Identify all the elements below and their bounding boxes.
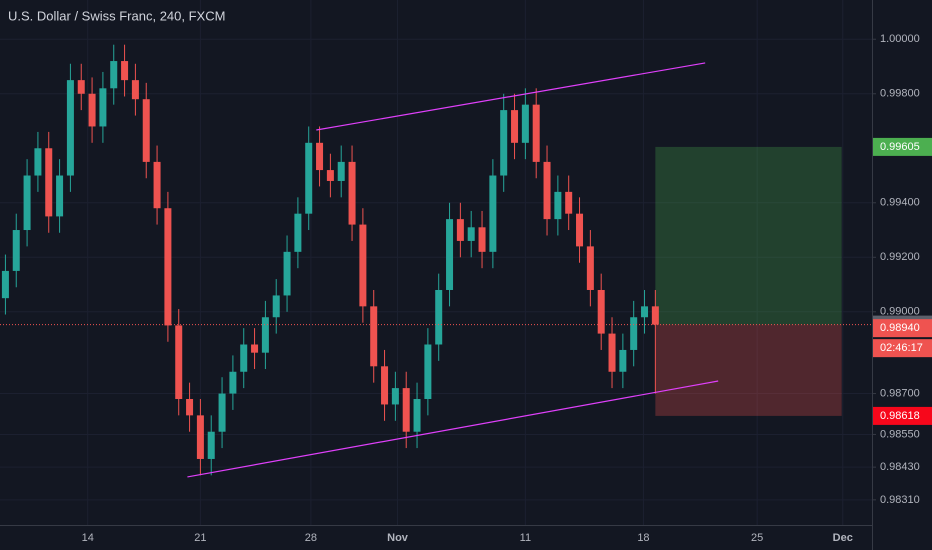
trend-line xyxy=(187,380,719,478)
candle-body xyxy=(251,344,259,353)
candle-body xyxy=(608,333,616,372)
stop-zone xyxy=(655,324,842,416)
candle-body xyxy=(359,224,367,307)
x-tick-label: Nov xyxy=(387,532,409,544)
price-badge xyxy=(873,137,932,156)
candle-body xyxy=(186,399,194,416)
candle-body xyxy=(45,148,53,217)
candle-body xyxy=(651,306,659,325)
candle-body xyxy=(77,80,85,94)
candle-body xyxy=(88,93,96,127)
y-tick-label: 0.98700 xyxy=(880,387,920,399)
candle-body xyxy=(23,175,31,231)
candle-body xyxy=(489,175,497,252)
y-tick-label: 0.99800 xyxy=(880,88,920,100)
candle-body xyxy=(218,393,226,432)
candle-body xyxy=(34,148,42,176)
candle-body xyxy=(272,295,280,318)
candle-body xyxy=(619,349,627,372)
candle-body xyxy=(294,213,302,252)
candle-body xyxy=(456,219,464,241)
candle-body xyxy=(131,80,139,100)
candle-body xyxy=(586,246,594,290)
candle-body xyxy=(229,371,237,394)
y-tick-label: 0.99200 xyxy=(880,251,920,263)
candle-body xyxy=(435,289,443,345)
candle-body xyxy=(554,191,562,220)
candle-body xyxy=(381,366,389,405)
candle-body xyxy=(348,161,356,225)
candle-body xyxy=(207,431,215,459)
price-badge-label: 0.98618 xyxy=(880,410,920,422)
candle-body xyxy=(511,110,519,143)
y-tick-label: 1.00000 xyxy=(880,33,920,45)
candle-body xyxy=(597,289,605,334)
candle-body xyxy=(326,170,334,181)
candle-body xyxy=(630,317,638,350)
candle-body xyxy=(1,270,9,299)
chart-title: U.S. Dollar / Swiss Franc, 240, FXCM xyxy=(8,8,225,23)
candle-body xyxy=(153,161,161,209)
price-badge xyxy=(873,319,932,338)
countdown: 02:46:17 xyxy=(880,342,923,354)
x-tick-label: 11 xyxy=(520,532,531,544)
candle-body xyxy=(283,251,291,296)
plot xyxy=(0,44,872,478)
x-tick-label: Dec xyxy=(833,532,853,544)
x-tick-label: 28 xyxy=(305,532,317,544)
candle-body xyxy=(261,317,269,353)
price-badge-label: 0.98940 xyxy=(880,322,920,334)
candle-body xyxy=(99,88,107,127)
target-zone xyxy=(655,146,842,325)
candle-body xyxy=(110,61,118,89)
candle-body xyxy=(391,388,399,405)
y-tick-label: 0.98550 xyxy=(880,428,920,440)
countdown-badge xyxy=(873,339,932,358)
y-tick-label: 0.99000 xyxy=(880,306,920,318)
candle-body xyxy=(142,99,150,162)
x-tick-label: 21 xyxy=(194,532,206,544)
y-tick-label: 0.99400 xyxy=(880,197,920,209)
candle-body xyxy=(500,110,508,176)
candle-body xyxy=(240,344,248,372)
y-tick-label: 0.98310 xyxy=(880,494,920,506)
candle-body xyxy=(164,208,172,326)
price-badge-label: 0.99605 xyxy=(880,141,920,153)
candle-body xyxy=(576,213,584,247)
candle-body xyxy=(337,161,345,181)
candle-body xyxy=(121,61,129,81)
candle-body xyxy=(467,227,475,241)
trend-line xyxy=(316,62,706,131)
candle-body xyxy=(641,306,649,318)
candle-body xyxy=(446,219,454,290)
candle-body xyxy=(196,415,204,459)
candle-body xyxy=(413,399,421,432)
candle-body xyxy=(478,227,486,252)
candle-body xyxy=(305,142,313,214)
candle-body xyxy=(532,104,540,162)
candle-body xyxy=(316,142,324,171)
candle-body xyxy=(12,230,20,271)
x-tick-label: 18 xyxy=(637,532,649,544)
axes: 1.00000 0.99800 0.99400 0.99200 0.99000 0.987… xyxy=(82,33,932,544)
candle-body xyxy=(56,175,64,217)
candle-body xyxy=(175,325,183,400)
candle-body xyxy=(66,80,74,176)
candle-body xyxy=(370,306,378,367)
y-tick-label: 0.98430 xyxy=(880,461,920,473)
price-badge xyxy=(873,406,932,425)
candle-body xyxy=(424,344,432,400)
x-tick-label: 14 xyxy=(82,532,94,544)
x-tick-label: 25 xyxy=(751,532,763,544)
candle-body xyxy=(565,191,573,214)
candle-body xyxy=(543,161,551,220)
candle-body xyxy=(402,388,410,432)
candle-body xyxy=(521,104,529,143)
